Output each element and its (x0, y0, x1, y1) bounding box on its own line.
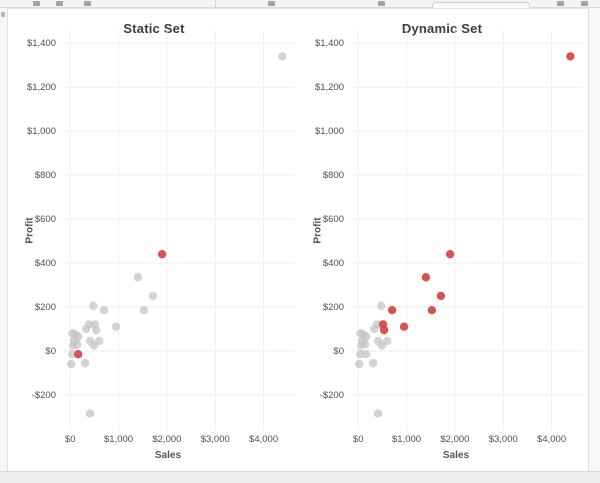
data-point-out-of-set[interactable] (373, 409, 383, 418)
y-tick-label: $1,400 (314, 38, 344, 50)
data-point-in-set[interactable] (566, 52, 575, 61)
x-tick-label: $4,000 (537, 434, 567, 445)
toolbar-icon-fragment[interactable] (581, 1, 588, 6)
data-point-out-of-set[interactable] (82, 324, 91, 334)
data-point-out-of-set[interactable] (356, 341, 366, 350)
data-point-out-of-set[interactable] (91, 325, 101, 335)
toolbar-icon-fragment[interactable] (84, 1, 91, 6)
viz-canvas (8, 8, 588, 471)
x-tick-label: $3,000 (488, 434, 518, 445)
x-tick-label: $3,000 (200, 434, 230, 445)
data-point-out-of-set[interactable] (383, 336, 392, 346)
toolbar (0, 0, 600, 14)
data-point-in-set[interactable] (436, 291, 446, 301)
y-tick-label: $1,000 (314, 126, 344, 138)
data-point-out-of-set[interactable] (356, 350, 365, 359)
y-tick-label: $200 (322, 301, 344, 313)
data-point-in-set[interactable] (421, 273, 431, 282)
y-tick-label: $1,000 (26, 126, 56, 138)
data-point-out-of-set[interactable] (362, 350, 371, 359)
x-axis-title: Sales (154, 450, 182, 461)
plot-area (62, 30, 295, 430)
y-tick-label: $1,200 (314, 82, 344, 94)
toolbar-icon-fragment[interactable] (268, 1, 275, 6)
toolbar-icon-fragment[interactable] (33, 1, 40, 6)
y-tick-label: $0 (45, 345, 56, 357)
x-tick-label: $1,000 (104, 434, 134, 445)
data-point-out-of-set[interactable] (95, 336, 104, 346)
y-tick-label: $400 (34, 257, 56, 269)
y-tick-label: $1,200 (26, 82, 56, 94)
data-point-out-of-set[interactable] (370, 324, 379, 334)
data-point-out-of-set[interactable] (85, 409, 95, 418)
data-point-in-set[interactable] (74, 350, 83, 359)
data-point-out-of-set[interactable] (81, 358, 90, 368)
data-point-out-of-set[interactable] (68, 350, 77, 359)
y-tick-label: $800 (322, 170, 344, 182)
y-tick-label: $400 (322, 257, 344, 269)
data-point-out-of-set[interactable] (377, 301, 386, 310)
plot-area (350, 30, 583, 430)
y-tick-label: $800 (34, 170, 56, 182)
y-tick-label: -$200 (31, 389, 56, 401)
toolbar-separator (215, 0, 216, 8)
x-tick-label: $0 (352, 434, 364, 445)
y-tick-label: $600 (322, 214, 344, 225)
chart-title: Dynamic Set (401, 21, 483, 36)
chart-dynamic-set: Dynamic Set Profit Sales -$200 $0 $200 $400… (298, 9, 586, 469)
toolbar-icon-fragment[interactable] (557, 1, 564, 6)
data-point-in-set[interactable] (379, 325, 389, 335)
bottom-strip (0, 471, 600, 483)
x-tick-label: $0 (64, 434, 76, 445)
data-point-out-of-set[interactable] (67, 359, 76, 369)
chart-static-set: Static Set Profit Sales -$200 $0 $200 $400 $… (10, 9, 298, 469)
rail-glyph-fragment (1, 12, 5, 17)
data-point-out-of-set[interactable] (148, 291, 158, 301)
data-point-out-of-set[interactable] (139, 306, 149, 315)
x-tick-label: $2,000 (440, 434, 470, 445)
toolbar-icon-fragment[interactable] (378, 1, 385, 6)
right-strip (588, 8, 600, 471)
data-point-out-of-set[interactable] (133, 273, 143, 282)
x-tick-label: $4,000 (249, 434, 279, 445)
toolbar-icon-fragment[interactable] (56, 1, 63, 6)
y-axis-title: Profit (24, 217, 36, 244)
data-point-out-of-set[interactable] (369, 358, 378, 368)
data-point-out-of-set[interactable] (89, 301, 98, 310)
data-point-out-of-set[interactable] (355, 359, 364, 369)
data-point-out-of-set[interactable] (111, 322, 121, 331)
chart-title: Static Set (123, 21, 185, 36)
data-point-in-set[interactable] (427, 306, 437, 315)
data-point-out-of-set[interactable] (68, 341, 78, 350)
data-point-out-of-set[interactable] (278, 52, 287, 61)
x-tick-label: $1,000 (392, 434, 422, 445)
y-tick-label: $0 (333, 345, 344, 357)
y-tick-label: $1,400 (26, 38, 56, 50)
data-point-out-of-set[interactable] (99, 306, 109, 315)
y-tick-label: -$200 (319, 389, 344, 401)
x-axis-title: Sales (442, 450, 470, 461)
y-tick-label: $200 (34, 301, 56, 313)
x-tick-label: $2,000 (152, 434, 182, 445)
y-tick-label: $600 (34, 214, 56, 225)
left-rail (0, 8, 8, 472)
y-axis-title: Profit (312, 217, 324, 244)
data-point-in-set[interactable] (157, 250, 167, 259)
data-point-in-set[interactable] (445, 250, 455, 259)
data-point-in-set[interactable] (387, 306, 397, 315)
data-point-in-set[interactable] (399, 322, 409, 331)
